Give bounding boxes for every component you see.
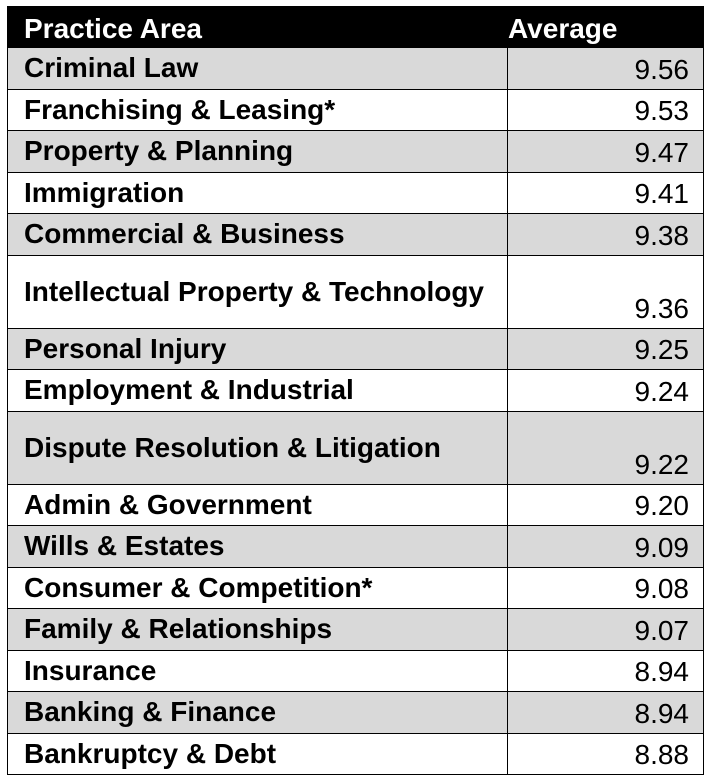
average-cell: 8.94: [507, 649, 704, 692]
average-cell: 9.07: [507, 608, 704, 651]
average-cell: 9.24: [507, 369, 704, 412]
table-row: Employment & Industrial 9.24: [7, 369, 704, 412]
table-row: Family & Relationships 9.07: [7, 608, 704, 651]
practice-area-cell: Consumer & Competition*: [7, 566, 508, 609]
table-row: Intellectual Property & Technology 9.36: [7, 254, 704, 329]
average-cell: 9.09: [507, 525, 704, 568]
average-cell: 9.53: [507, 88, 704, 131]
practice-area-cell: Commercial & Business: [7, 213, 508, 256]
table-row: Admin & Government 9.20: [7, 483, 704, 526]
average-cell: 9.20: [507, 483, 704, 526]
average-cell: 9.36: [507, 254, 704, 329]
average-cell: 8.94: [507, 691, 704, 734]
table-row: Wills & Estates 9.09: [7, 525, 704, 568]
average-cell: 9.25: [507, 327, 704, 370]
table-row: Commercial & Business 9.38: [7, 213, 704, 256]
average-cell: 9.38: [507, 213, 704, 256]
table-row: Bankruptcy & Debt 8.88: [7, 732, 704, 775]
practice-area-table: Practice Area Average Criminal Law 9.56 …: [7, 6, 704, 775]
practice-area-cell: Banking & Finance: [7, 691, 508, 734]
header-row: Practice Area Average: [7, 6, 704, 48]
table-row: Consumer & Competition* 9.08: [7, 566, 704, 609]
table-header: Practice Area Average: [7, 6, 704, 48]
table-row: Personal Injury 9.25: [7, 327, 704, 370]
practice-area-cell: Intellectual Property & Technology: [7, 254, 508, 329]
table-row: Dispute Resolution & Litigation 9.22: [7, 410, 704, 485]
table-row: Franchising & Leasing* 9.53: [7, 88, 704, 131]
practice-area-cell: Family & Relationships: [7, 608, 508, 651]
practice-area-cell: Bankruptcy & Debt: [7, 732, 508, 775]
average-cell: 9.22: [507, 410, 704, 485]
practice-area-cell: Dispute Resolution & Litigation: [7, 410, 508, 485]
average-cell: 9.47: [507, 130, 704, 173]
average-cell: 9.56: [507, 47, 704, 90]
average-cell: 8.88: [507, 732, 704, 775]
table-row: Immigration 9.41: [7, 171, 704, 214]
table-row: Property & Planning 9.47: [7, 130, 704, 173]
practice-area-cell: Employment & Industrial: [7, 369, 508, 412]
practice-area-cell: Personal Injury: [7, 327, 508, 370]
practice-area-cell: Wills & Estates: [7, 525, 508, 568]
table-row: Insurance 8.94: [7, 649, 704, 692]
average-cell: 9.08: [507, 566, 704, 609]
practice-area-cell: Criminal Law: [7, 47, 508, 90]
practice-area-cell: Franchising & Leasing*: [7, 88, 508, 131]
practice-area-table-container: Practice Area Average Criminal Law 9.56 …: [7, 6, 704, 775]
header-practice-area: Practice Area: [7, 6, 508, 48]
practice-area-cell: Insurance: [7, 649, 508, 692]
practice-area-cell: Property & Planning: [7, 130, 508, 173]
header-average: Average: [507, 6, 704, 48]
practice-area-cell: Immigration: [7, 171, 508, 214]
practice-area-cell: Admin & Government: [7, 483, 508, 526]
table-row: Banking & Finance 8.94: [7, 691, 704, 734]
average-cell: 9.41: [507, 171, 704, 214]
table-row: Criminal Law 9.56: [7, 47, 704, 90]
